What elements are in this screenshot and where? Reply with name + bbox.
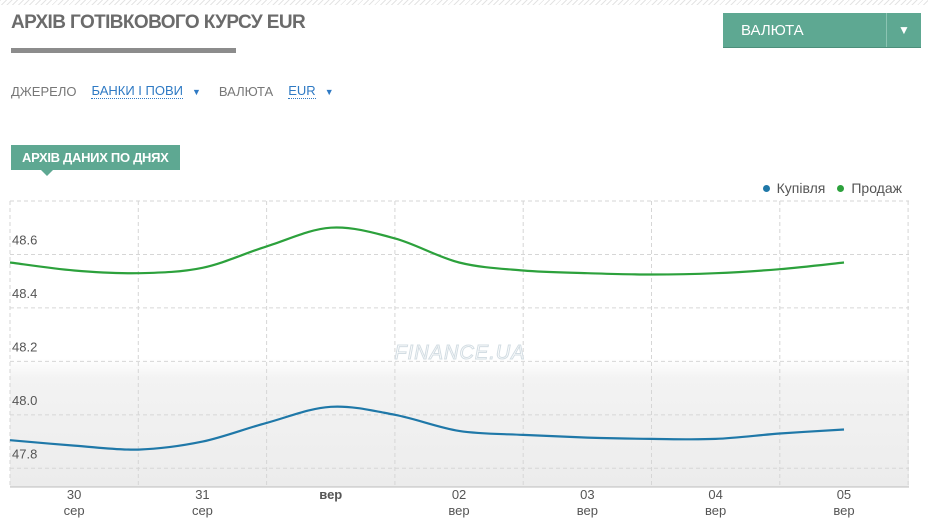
legend-item-sell[interactable]: Продаж <box>837 180 902 196</box>
y-tick-label: 48.0 <box>12 393 37 408</box>
x-tick-day: 05 <box>837 487 851 502</box>
section-tag-pointer <box>41 170 53 176</box>
x-tick-day: 30 <box>67 487 81 502</box>
title-underline <box>11 48 236 53</box>
currency-select[interactable]: EUR <box>288 83 316 99</box>
dropdown-separator <box>886 13 887 47</box>
top-stripe <box>0 0 928 5</box>
y-tick-label: 48.4 <box>12 286 37 301</box>
y-tick-label: 47.8 <box>12 446 37 461</box>
filter-bar: ДЖЕРЕЛО БАНКИ І ПОВИ ▼ ВАЛЮТА EUR ▼ <box>11 84 334 99</box>
legend-label-sell: Продаж <box>851 180 902 196</box>
x-tick-month: сер <box>192 503 213 518</box>
x-tick-month: вер <box>577 503 598 518</box>
x-tick-month: сер <box>64 503 85 518</box>
x-tick-day: 03 <box>580 487 594 502</box>
chevron-down-icon[interactable]: ▼ <box>898 23 910 37</box>
sell-rate-line[interactable] <box>9 226 845 276</box>
y-tick-label: 48.6 <box>12 232 37 247</box>
source-label: ДЖЕРЕЛО <box>11 84 77 99</box>
currency-dropdown-label: ВАЛЮТА <box>741 21 804 39</box>
watermark-logo: FINANCE.UA <box>394 342 525 364</box>
page-title: АРХІВ ГОТІВКОВОГО КУРСУ EUR <box>11 12 306 33</box>
chart-legend: Купівля Продаж <box>751 180 902 196</box>
legend-dot-sell <box>837 184 845 192</box>
x-tick-day: вер <box>319 487 342 502</box>
x-tick-month: вер <box>833 503 854 518</box>
x-tick-month: вер <box>705 503 726 518</box>
x-tick-day: 04 <box>708 487 722 502</box>
x-tick-day: 02 <box>452 487 466 502</box>
legend-label-buy: Купівля <box>776 180 826 196</box>
source-select[interactable]: БАНКИ І ПОВИ <box>91 83 183 99</box>
currency-label: ВАЛЮТА <box>218 84 274 99</box>
y-tick-label: 48.2 <box>12 339 37 354</box>
source-dropdown-arrow-icon[interactable]: ▼ <box>192 86 201 97</box>
currency-dropdown-button[interactable]: ВАЛЮТА ▼ <box>723 13 921 47</box>
legend-item-buy[interactable]: Купівля <box>762 180 826 196</box>
x-tick-day: 31 <box>195 487 209 502</box>
section-tag: АРХІВ ДАНИХ ПО ДНЯХ <box>11 145 180 170</box>
plot-background <box>10 201 909 487</box>
x-tick-month: вер <box>448 503 469 518</box>
currency-dropdown-arrow-icon[interactable]: ▼ <box>324 86 334 97</box>
legend-dot-buy <box>762 184 770 192</box>
buy-rate-line[interactable] <box>9 405 845 451</box>
